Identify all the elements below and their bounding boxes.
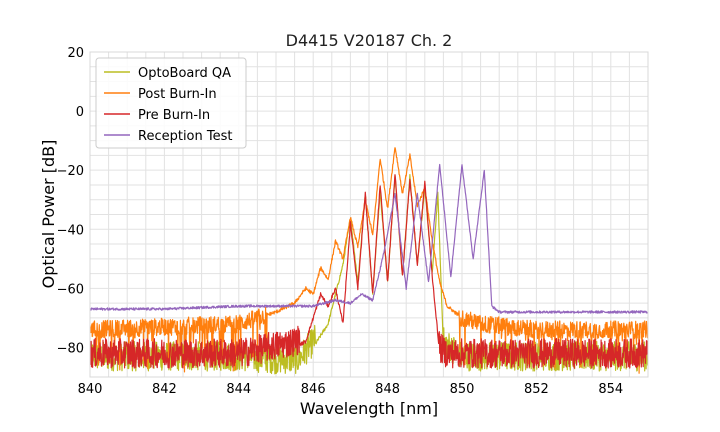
legend-label: Post Burn-In xyxy=(138,87,217,102)
y-tick-label: 0 xyxy=(76,105,84,120)
y-axis-label: Optical Power [dB] xyxy=(39,140,58,289)
plot-frame xyxy=(89,51,649,378)
y-tick-label: −20 xyxy=(57,164,84,179)
x-tick-label: 842 xyxy=(152,382,177,397)
series-line-1 xyxy=(90,147,648,374)
legend-label: OptoBoard QA xyxy=(138,66,231,81)
series-layer xyxy=(90,147,648,375)
y-tick-label: −40 xyxy=(57,223,84,238)
x-tick-label: 850 xyxy=(450,382,475,397)
y-tick-label: −60 xyxy=(57,282,84,297)
series-line-2 xyxy=(90,174,648,369)
series-line-3 xyxy=(90,163,648,314)
chart-title: D4415 V20187 Ch. 2 xyxy=(286,31,453,50)
x-tick-label: 840 xyxy=(78,382,103,397)
legend-label: Pre Burn-In xyxy=(138,108,210,123)
legend-label: Reception Test xyxy=(138,129,232,144)
x-axis-label: Wavelength [nm] xyxy=(300,399,438,418)
x-tick-label: 848 xyxy=(375,382,400,397)
x-tick-label: 846 xyxy=(301,382,326,397)
legend-box xyxy=(95,57,247,149)
y-tick-label: −80 xyxy=(57,341,84,356)
x-tick-label: 852 xyxy=(524,382,549,397)
y-tick-labels: 20 0 −20 −40 −60 −80 xyxy=(57,46,84,356)
x-tick-label: 844 xyxy=(226,382,251,397)
y-tick-label: 20 xyxy=(67,46,84,61)
x-tick-label: 854 xyxy=(598,382,623,397)
x-tick-labels: 840 842 844 846 848 850 852 854 xyxy=(78,382,624,397)
legend: OptoBoard QA Post Burn-In Pre Burn-In Recep… xyxy=(95,57,247,149)
